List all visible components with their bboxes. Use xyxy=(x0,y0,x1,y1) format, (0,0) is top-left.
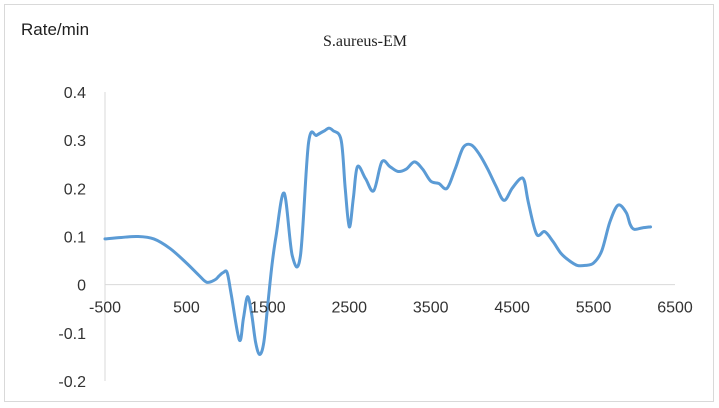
y-tick-label: -0.1 xyxy=(58,326,86,343)
y-tick-label: 0 xyxy=(77,278,86,295)
series-line xyxy=(103,126,653,357)
tick-labels: -0.2 -0.1 0 0.1 0.2 0.3 0.4 -500 500 1500 2500 3500… xyxy=(58,85,692,391)
y-axis-label: Rate/min xyxy=(21,20,90,39)
chart-frame xyxy=(4,4,714,402)
x-tick-label: 4500 xyxy=(494,300,530,317)
x-tick-label: 6500 xyxy=(657,300,693,317)
y-tick-label: 0.2 xyxy=(64,181,86,198)
y-tick-label: 0.3 xyxy=(64,133,86,150)
x-tick-label: 2500 xyxy=(331,300,367,317)
chart-title: S.aureus-EM xyxy=(323,33,407,50)
x-tick-label: 5500 xyxy=(576,300,612,317)
x-tick-label: -500 xyxy=(89,300,121,317)
y-tick-label: 0.4 xyxy=(64,85,86,102)
series-group xyxy=(103,126,653,357)
x-tick-label: 3500 xyxy=(413,300,449,317)
x-tick-label: 500 xyxy=(173,300,200,317)
axes xyxy=(104,92,675,381)
x-tick-label: 1500 xyxy=(250,300,286,317)
y-tick-label: -0.2 xyxy=(58,374,86,391)
y-tick-label: 0.1 xyxy=(64,230,86,247)
